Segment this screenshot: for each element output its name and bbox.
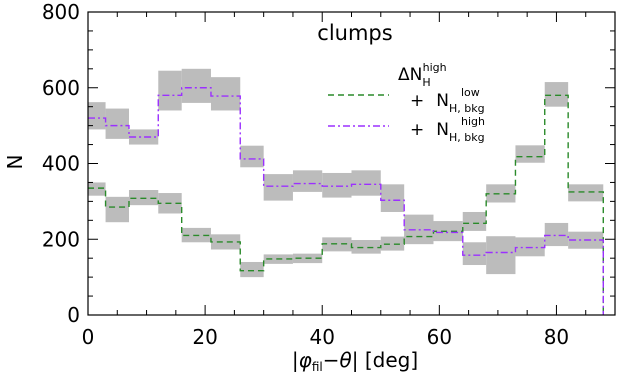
error-band-s0-bin5	[210, 234, 241, 250]
error-band-s0-bin14	[462, 211, 487, 231]
error-band-s0-bin17	[544, 82, 569, 107]
legend-high-sup: high	[423, 61, 447, 74]
legend-n-2: N	[436, 120, 449, 140]
series-lines	[88, 87, 604, 315]
legend-delta: ΔN	[398, 65, 422, 85]
x-tick-label-80: 80	[544, 325, 569, 349]
error-band-s1-bin2	[128, 129, 159, 145]
error-band-s1-bin17	[544, 222, 569, 247]
tick-labels: 0 200 400 600 800 0 20 40 60 80	[42, 0, 569, 349]
error-band-s1-bin14	[462, 242, 487, 266]
error-band-s1-bin3	[158, 70, 182, 111]
error-band-s0-bin11	[380, 236, 405, 251]
legend-hbkg-sub-2: H, bkg	[449, 131, 485, 144]
y-tick-label-0: 0	[67, 303, 80, 327]
error-band-s1-bin9	[322, 172, 352, 198]
legend-hbkg-sub: H, bkg	[449, 102, 485, 115]
legend-entry-purple: + NH, bkg high	[410, 115, 485, 144]
error-band-s0-bin10	[351, 240, 381, 254]
y-axis-label: N	[3, 155, 27, 170]
error-band-s0-bin15	[486, 184, 516, 203]
error-band-s1-bin1	[105, 108, 129, 139]
chart-title: clumps	[317, 21, 392, 45]
error-band-s1-bin0	[88, 102, 106, 130]
x-tick-label-20: 20	[192, 325, 217, 349]
error-band-s1-bin16	[515, 237, 545, 257]
legend-entry-green-line2: + NH, bkg low	[410, 86, 485, 115]
legend-high-sup-2: high	[461, 115, 485, 128]
legend: ΔNHhigh + NH, bkglow + NH, bkghigh	[328, 61, 485, 144]
error-band-s1-bin15	[486, 236, 516, 275]
series-line-0	[88, 94, 604, 315]
x-axis-label: |φfil−θ| [deg]	[292, 348, 418, 374]
x-tick-label-0: 0	[82, 325, 95, 349]
series-line-1	[88, 87, 604, 315]
error-band-s1-bin4	[181, 68, 211, 103]
y-tick-label-800: 800	[42, 0, 80, 24]
error-band-s1-bin10	[351, 170, 381, 196]
error-bands	[88, 68, 604, 278]
error-band-s0-bin0	[88, 182, 106, 196]
error-band-s0-bin1	[105, 196, 129, 223]
error-band-s0-bin6	[240, 261, 264, 278]
error-band-s1-bin5	[210, 77, 241, 111]
legend-h-sub: H	[422, 76, 430, 89]
error-band-s0-bin16	[515, 145, 545, 163]
y-tick-label-200: 200	[42, 227, 80, 251]
error-band-s0-bin18	[568, 184, 604, 202]
error-band-s1-bin8	[292, 170, 323, 192]
error-band-s1-bin7	[263, 174, 293, 201]
legend-n: N	[436, 91, 449, 111]
y-tick-label-600: 600	[42, 76, 80, 100]
plot-frame	[87, 11, 616, 316]
legend-low-sup: low	[461, 86, 480, 99]
legend-entry-green-line1: ΔNHhigh	[398, 61, 447, 89]
error-band-s0-bin2	[128, 190, 159, 206]
error-band-s1-bin6	[240, 145, 264, 168]
legend-plus-2: +	[410, 120, 424, 140]
axes	[87, 11, 616, 316]
y-tick-label-400: 400	[42, 152, 80, 176]
x-tick-label-40: 40	[309, 325, 334, 349]
error-band-s1-bin11	[380, 184, 405, 212]
legend-plus: +	[410, 91, 424, 111]
error-band-s1-bin13	[433, 221, 463, 242]
x-tick-label-60: 60	[427, 325, 452, 349]
